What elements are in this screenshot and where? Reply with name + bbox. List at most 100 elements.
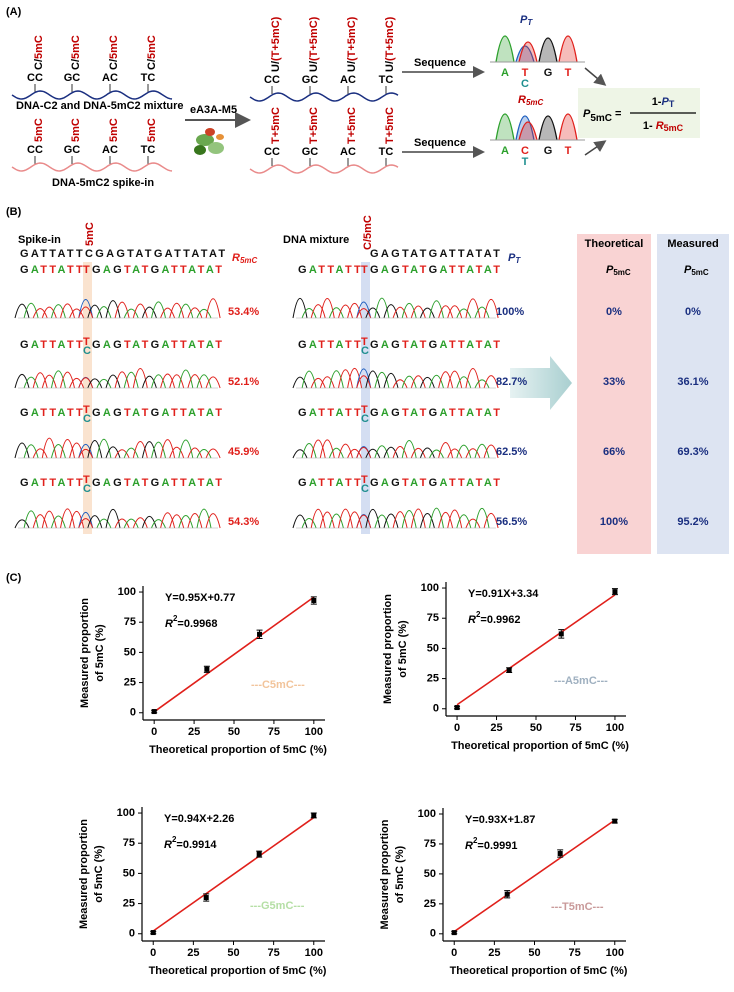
x-label: Theoretical proportion of 5mC (%): [149, 965, 327, 977]
trace-peak: [23, 302, 39, 319]
text-part: T: [515, 256, 521, 265]
trace-peak: [187, 307, 203, 319]
trace-peak: [374, 445, 390, 459]
trace-peak: [319, 376, 335, 389]
trace-peak: [374, 297, 390, 319]
base-label: T: [522, 67, 529, 79]
trace-peak: [50, 370, 66, 389]
r-squared: R2=0.9991: [465, 836, 517, 852]
pt-value: 62.5%: [496, 446, 527, 458]
x-tick-label: 0: [151, 726, 157, 738]
measured-column: [657, 234, 729, 554]
trace-peak: [429, 449, 444, 459]
trace-peak: [41, 306, 57, 319]
base-label: T: [565, 67, 572, 79]
text-part: 2: [476, 610, 481, 619]
mod-label: U/(T+5mC): [346, 16, 358, 72]
site: TC: [141, 72, 156, 84]
trace-peak: [23, 510, 39, 529]
y-tick-label: 50: [424, 868, 436, 880]
point: [612, 818, 618, 824]
text-part: R: [518, 94, 526, 106]
r-value: 45.9%: [228, 446, 259, 458]
trace-peak: [78, 518, 94, 529]
trace-peak: [169, 446, 185, 459]
trace-peak: [410, 447, 426, 459]
read-bottom: C: [83, 413, 91, 425]
r-header: R5mC: [232, 252, 258, 265]
trace-peak: [196, 308, 212, 319]
r-squared: R2=0.9914: [164, 835, 217, 851]
trace-peak: [178, 514, 194, 529]
text-part: U/: [270, 61, 282, 72]
trace-peak: [96, 378, 112, 389]
label: DNA mixture: [283, 234, 349, 246]
peak: [518, 41, 538, 63]
y-tick-label: 75: [424, 838, 436, 850]
read-top: T: [361, 404, 368, 416]
trace-peak: [78, 298, 94, 319]
text-part: T: [669, 99, 675, 109]
x-tick-label: 75: [569, 947, 581, 959]
text-part: 1-: [652, 96, 662, 108]
trace-peak: [151, 441, 166, 459]
x-tick-label: 25: [490, 722, 502, 734]
read-suffix: GAGTATGATTATAT: [370, 264, 502, 276]
y-tick-label: 25: [124, 676, 136, 688]
read-prefix: GATTATT: [20, 264, 85, 276]
mod-mark: C/5mC: [362, 215, 374, 250]
site: GC: [64, 72, 81, 84]
trace-peak: [32, 514, 48, 529]
text-part: U/: [384, 61, 396, 72]
arrow: [584, 140, 607, 156]
y-label: of 5mC (%): [394, 845, 406, 903]
trace-peak: [41, 374, 57, 389]
text-part: R: [465, 840, 473, 852]
trace-peak: [69, 510, 85, 529]
trace-peak: [328, 447, 344, 459]
theoretical-value: 0%: [606, 306, 622, 318]
point: [150, 930, 156, 936]
base-label: C: [521, 145, 529, 157]
trace-peak: [465, 298, 481, 319]
dna-strand: [11, 162, 173, 172]
pt-value: 56.5%: [496, 516, 527, 528]
trace-peak: [14, 373, 30, 389]
y-label: Measured proportion: [382, 594, 394, 704]
trace-peak: [456, 308, 472, 319]
mod-label: C/5mC: [33, 35, 45, 70]
site: CC: [264, 74, 280, 86]
trace-peak: [483, 444, 499, 459]
y-tick-label: 0: [129, 928, 135, 940]
trace-peak: [410, 508, 426, 529]
y-tick-label: 100: [418, 808, 436, 820]
trace-peak: [328, 513, 344, 529]
trace-peak: [483, 375, 499, 389]
text-part: 2: [172, 835, 177, 844]
trace-peak: [78, 377, 94, 389]
trace-peak: [474, 379, 490, 389]
text-part: P: [520, 14, 528, 26]
trace-peak: [141, 375, 157, 389]
read-top: T: [83, 264, 90, 276]
equation: Y=0.95X+0.77: [165, 592, 235, 604]
trace-peak: [383, 304, 399, 319]
x-tick-label: 25: [488, 947, 500, 959]
trace-peak: [87, 515, 103, 529]
mod-label: T+5mC: [384, 107, 396, 144]
text-part: P: [684, 264, 692, 276]
trace-peak: [347, 448, 363, 459]
trace-peak: [196, 374, 212, 389]
trace-peak: [60, 508, 75, 529]
read-top: T: [83, 474, 90, 486]
read-prefix: GATTATT: [20, 339, 85, 351]
legend: ---A5mC---: [554, 675, 608, 687]
y-label: Measured proportion: [79, 598, 91, 708]
fit-line: [152, 816, 315, 932]
trace-peak: [301, 308, 317, 319]
pt-value: 100%: [496, 306, 524, 318]
site: AC: [102, 72, 118, 84]
trace-peak: [132, 368, 148, 389]
y-tick-label: 0: [430, 928, 436, 940]
trace-peak: [151, 301, 166, 319]
